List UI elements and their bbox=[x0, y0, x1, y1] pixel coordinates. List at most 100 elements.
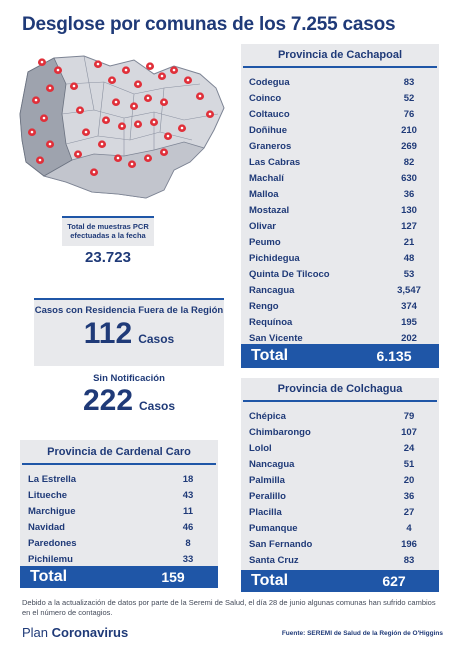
cardenal-caro-table: La Estrella 18 Litueche 43 Marchigue 11 Navida… bbox=[20, 465, 218, 567]
cachapoal-table: Codegua 83 Coinco 52 Coltauco 76 Doñihue 210 Gra… bbox=[241, 68, 439, 346]
comuna-name: Litueche bbox=[28, 489, 68, 501]
comuna-cases: 48 bbox=[403, 252, 415, 264]
cachapoal-title: Provincia de Cachapoal bbox=[277, 49, 403, 61]
comuna-cases: 53 bbox=[403, 268, 415, 280]
cachapoal-total-label: Total bbox=[251, 347, 289, 364]
table-row: Nancagua 51 bbox=[249, 456, 439, 472]
comuna-name: Coinco bbox=[249, 92, 282, 104]
table-row: Olivar 127 bbox=[249, 218, 439, 234]
comuna-name: Palmilla bbox=[249, 474, 285, 486]
table-row: Coltauco 76 bbox=[249, 106, 439, 122]
map-pin-dot bbox=[56, 68, 60, 72]
comuna-name: Chépica bbox=[249, 410, 286, 422]
comuna-name: Mostazal bbox=[249, 204, 290, 216]
table-row: Pumanque 4 bbox=[249, 520, 439, 536]
map-pin-dot bbox=[114, 100, 118, 104]
colchagua-table: Chépica 79 Chimbarongo 107 Lolol 24 Nancagua 51… bbox=[241, 402, 439, 568]
map-pin-dot bbox=[104, 118, 108, 122]
page-title: Desglose por comunas de los 7.255 casos bbox=[22, 14, 396, 35]
comuna-name: Peralillo bbox=[249, 490, 286, 502]
map-pin-dot bbox=[124, 68, 128, 72]
map-pin-dot bbox=[146, 156, 150, 160]
residencia-unit: Casos bbox=[138, 332, 175, 346]
comuna-name: Pumanque bbox=[249, 522, 298, 534]
comuna-cases: 20 bbox=[403, 474, 415, 486]
comuna-cases: 51 bbox=[403, 458, 415, 470]
comuna-name: Pichidegua bbox=[249, 252, 300, 264]
map-pin-dot bbox=[100, 142, 104, 146]
comuna-cases: 27 bbox=[403, 506, 415, 518]
map-pin-dot bbox=[48, 86, 52, 90]
comuna-name: Malloa bbox=[249, 188, 279, 200]
table-row: Rengo 374 bbox=[249, 298, 439, 314]
comuna-name: San Vicente bbox=[249, 332, 303, 344]
comuna-name: Marchigue bbox=[28, 505, 76, 517]
comuna-cases: 21 bbox=[403, 236, 415, 248]
table-row: Quinta De Tilcoco 53 bbox=[249, 266, 439, 282]
comuna-cases: 11 bbox=[182, 505, 194, 517]
map-pin-dot bbox=[78, 108, 82, 112]
map-pin-dot bbox=[148, 64, 152, 68]
table-row: Marchigue 11 bbox=[28, 503, 218, 519]
comuna-name: Chimbarongo bbox=[249, 426, 311, 438]
comuna-cases: 76 bbox=[403, 108, 415, 120]
comuna-cases: 4 bbox=[406, 522, 412, 534]
case-pins bbox=[28, 58, 214, 176]
map-pin-dot bbox=[76, 152, 80, 156]
comuna-name: Quinta De Tilcoco bbox=[249, 268, 330, 280]
map-pin-dot bbox=[136, 82, 140, 86]
brand: Plan Coronavirus bbox=[22, 625, 128, 640]
map-pin-dot bbox=[146, 96, 150, 100]
sin-notificacion-label: Sin Notificación bbox=[93, 373, 165, 384]
map-pin-dot bbox=[40, 60, 44, 64]
comuna-name: Placilla bbox=[249, 506, 282, 518]
pcr-label: Total de muestras PCR efectuadas a la fe… bbox=[62, 218, 154, 246]
map-pin-dot bbox=[42, 116, 46, 120]
map-pin-dot bbox=[198, 94, 202, 98]
map-pin-dot bbox=[38, 158, 42, 162]
region-map bbox=[19, 55, 225, 199]
map-pin-dot bbox=[92, 170, 96, 174]
table-row: San Vicente 202 bbox=[249, 330, 439, 346]
table-row: Peumo 21 bbox=[249, 234, 439, 250]
table-row: La Estrella 18 bbox=[28, 471, 218, 487]
comuna-cases: 46 bbox=[182, 521, 194, 533]
table-row: Chépica 79 bbox=[249, 408, 439, 424]
map-pin-dot bbox=[30, 130, 34, 134]
residencia-value: 112 bbox=[83, 317, 133, 350]
map-pin-dot bbox=[180, 126, 184, 130]
comuna-name: Doñihue bbox=[249, 124, 287, 136]
comuna-cases: 43 bbox=[182, 489, 194, 501]
comuna-name: Lolol bbox=[249, 442, 272, 454]
table-row: Las Cabras 82 bbox=[249, 154, 439, 170]
comuna-cases: 374 bbox=[401, 300, 417, 312]
comuna-cases: 36 bbox=[403, 490, 415, 502]
table-row: Navidad 46 bbox=[28, 519, 218, 535]
table-row: Graneros 269 bbox=[249, 138, 439, 154]
comuna-name: San Fernando bbox=[249, 538, 313, 550]
footnote: Debido a la actualización de datos por p… bbox=[22, 598, 436, 617]
comuna-name: Peumo bbox=[249, 236, 281, 248]
comuna-cases: 196 bbox=[401, 538, 417, 550]
cardenal-caro-total-value: 159 bbox=[161, 569, 185, 585]
map-pin-dot bbox=[186, 78, 190, 82]
brand-plain: Plan bbox=[22, 625, 49, 640]
map-pin-dot bbox=[136, 122, 140, 126]
table-row: Mostazal 130 bbox=[249, 202, 439, 218]
comuna-cases: 130 bbox=[401, 204, 417, 216]
table-row: San Fernando 196 bbox=[249, 536, 439, 552]
table-row: Palmilla 20 bbox=[249, 472, 439, 488]
table-row: Malloa 36 bbox=[249, 186, 439, 202]
comuna-cases: 52 bbox=[403, 92, 415, 104]
map-pin-dot bbox=[48, 142, 52, 146]
comuna-cases: 83 bbox=[403, 76, 415, 88]
comuna-name: Graneros bbox=[249, 140, 292, 152]
map-pin-dot bbox=[160, 74, 164, 78]
table-row: Litueche 43 bbox=[28, 487, 218, 503]
table-row: Peralillo 36 bbox=[249, 488, 439, 504]
comuna-name: Nancagua bbox=[249, 458, 295, 470]
source-note: Fuente: SEREMI de Salud de la Región de … bbox=[281, 630, 443, 637]
comuna-cases: 83 bbox=[403, 554, 415, 566]
table-row: Placilla 27 bbox=[249, 504, 439, 520]
residencia-label: Casos con Residencia Fuera de la Región bbox=[34, 305, 224, 316]
